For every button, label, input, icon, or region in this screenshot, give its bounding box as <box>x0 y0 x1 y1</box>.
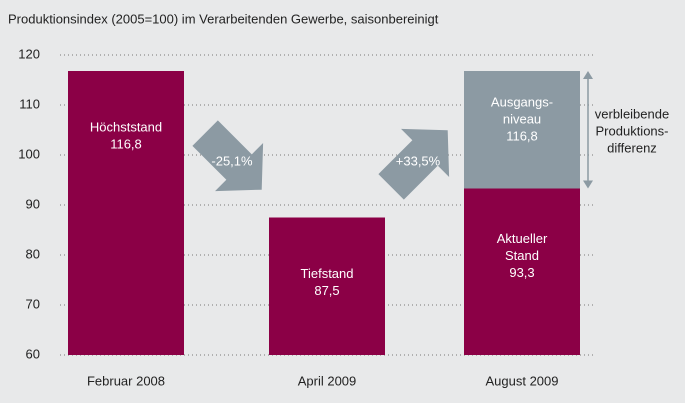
annotation: Produktions- <box>596 123 669 138</box>
bar-label: Stand <box>505 248 539 263</box>
value-label: 87,5 <box>314 283 339 298</box>
y-tick-label: 100 <box>18 146 40 161</box>
bar <box>68 71 184 355</box>
x-tick-label: Februar 2008 <box>87 373 165 388</box>
y-tick-label: 120 <box>18 46 40 61</box>
reference-segment <box>464 71 580 189</box>
x-tick-label: April 2009 <box>298 373 357 388</box>
bar-label: Tiefstand <box>301 266 354 281</box>
y-tick-label: 110 <box>19 96 40 111</box>
change-label: -25,1% <box>211 153 253 168</box>
arrow-shape <box>378 128 450 200</box>
annotation: differenz <box>607 140 657 155</box>
change-arrow <box>192 120 264 192</box>
y-tick-label: 60 <box>26 346 40 361</box>
chart-title: Produktionsindex (2005=100) im Verarbeit… <box>8 11 439 26</box>
reference-label: Ausgangs- <box>491 94 553 109</box>
bar <box>269 217 385 355</box>
bar-label: Aktueller <box>497 231 548 246</box>
change-label: +33,5% <box>396 153 441 168</box>
change-arrow <box>378 128 450 200</box>
bar <box>464 188 580 355</box>
value-label: 93,3 <box>509 265 534 280</box>
arrow-shape <box>192 120 264 192</box>
bar-label: Höchststand <box>90 119 162 134</box>
reference-label: niveau <box>503 111 541 126</box>
annotation: verbleibende <box>595 106 669 121</box>
y-tick-label: 80 <box>26 246 40 261</box>
y-tick-label: 90 <box>26 196 40 211</box>
value-label: 116,8 <box>110 136 142 151</box>
y-tick-label: 70 <box>26 296 40 311</box>
reference-value-label: 116,8 <box>506 128 538 143</box>
x-tick-label: August 2009 <box>485 373 558 388</box>
